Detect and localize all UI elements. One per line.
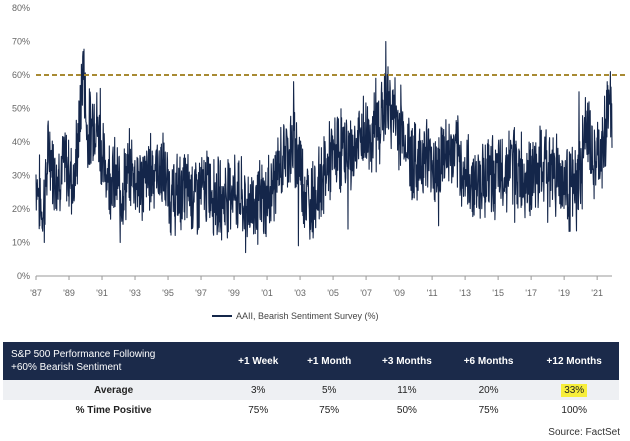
table-cell: 50% bbox=[396, 404, 417, 416]
y-tick-label: 20% bbox=[12, 204, 30, 214]
table-cell: 75% bbox=[248, 404, 269, 416]
x-tick-label: '17 bbox=[525, 288, 537, 298]
table-cell: 33% bbox=[529, 380, 619, 400]
x-tick-label: '21 bbox=[591, 288, 603, 298]
table-row-average: Average 3% 5% 11% 20% 33% bbox=[3, 380, 619, 400]
column-header-1-month: +1 Month bbox=[292, 342, 367, 380]
column-header-1-week: +1 Week bbox=[224, 342, 293, 380]
y-tick-label: 0% bbox=[17, 271, 30, 281]
y-tick-label: 40% bbox=[12, 137, 30, 147]
column-header-12-months: +12 Months bbox=[529, 342, 619, 380]
x-tick-label: '03 bbox=[294, 288, 306, 298]
x-tick-label: '91 bbox=[96, 288, 108, 298]
x-tick-label: '89 bbox=[63, 288, 75, 298]
source-note: Source: FactSet bbox=[548, 427, 620, 438]
x-axis-ticks: '87 '89 '91 '93 '95 '97 '99 '01 '03 '05 '07 '09 '11 '… bbox=[30, 276, 603, 298]
x-tick-label: '99 bbox=[228, 288, 240, 298]
x-tick-label: '13 bbox=[459, 288, 471, 298]
table-cell: 20% bbox=[447, 380, 530, 400]
x-tick-label: '19 bbox=[558, 288, 570, 298]
legend-label: AAII, Bearish Sentiment Survey (%) bbox=[236, 311, 379, 321]
table-cell: 100% bbox=[561, 404, 587, 416]
x-tick-label: '11 bbox=[427, 288, 438, 298]
column-header-6-months: +6 Months bbox=[447, 342, 530, 380]
table-cell: 75% bbox=[478, 404, 499, 416]
x-tick-label: '87 bbox=[30, 288, 42, 298]
table-row-time-positive: % Time Positive 75% 75% 50% 75% 100% bbox=[3, 400, 619, 420]
bearish-sentiment-line bbox=[35, 40, 613, 254]
y-axis-ticks: 0% 10% 20% 30% 40% 50% 60% 70% 80% bbox=[12, 3, 30, 281]
legend: AAII, Bearish Sentiment Survey (%) bbox=[212, 311, 379, 321]
table-cell: 3% bbox=[224, 380, 293, 400]
y-tick-label: 70% bbox=[12, 37, 30, 47]
y-tick-label: 30% bbox=[12, 171, 30, 181]
highlighted-value: 33% bbox=[561, 383, 588, 397]
x-tick-label: '09 bbox=[393, 288, 405, 298]
x-tick-label: '95 bbox=[162, 288, 174, 298]
y-tick-label: 10% bbox=[12, 238, 30, 248]
x-tick-label: '07 bbox=[360, 288, 372, 298]
performance-table: S&P 500 Performance Following +60% Beari… bbox=[3, 342, 619, 420]
table-cell: 75% bbox=[319, 404, 340, 416]
x-tick-label: '15 bbox=[492, 288, 504, 298]
x-tick-label: '01 bbox=[261, 288, 273, 298]
x-tick-label: '97 bbox=[195, 288, 207, 298]
table-cell: 5% bbox=[292, 380, 367, 400]
column-header-3-months: +3 Months bbox=[366, 342, 448, 380]
row-label: Average bbox=[3, 380, 225, 400]
x-tick-label: '93 bbox=[129, 288, 141, 298]
x-tick-label: '05 bbox=[327, 288, 339, 298]
table-cell: 11% bbox=[366, 380, 448, 400]
table-header-title-line1: S&P 500 Performance Following bbox=[11, 349, 156, 360]
y-tick-label: 50% bbox=[12, 104, 30, 114]
table-header-title-line2: +60% Bearish Sentiment bbox=[11, 362, 122, 373]
row-label: % Time Positive bbox=[75, 404, 152, 416]
sentiment-chart: 0%10%20%30%40%50%60%70%80% '87'89'91'93 '… bbox=[12, 3, 628, 321]
y-tick-label: 60% bbox=[12, 70, 30, 80]
y-tick-label: 80% bbox=[12, 3, 30, 13]
table-header-row: S&P 500 Performance Following +60% Beari… bbox=[3, 342, 619, 380]
table-header-title: S&P 500 Performance Following +60% Beari… bbox=[3, 342, 225, 380]
